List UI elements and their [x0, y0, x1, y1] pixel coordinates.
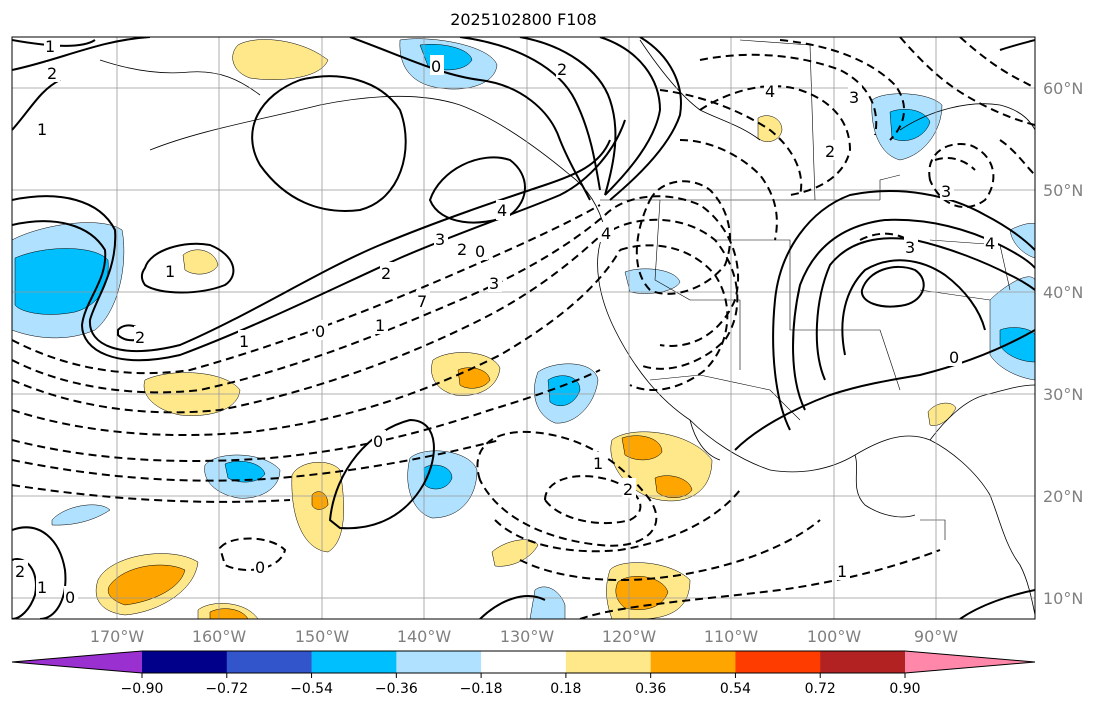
colorbar-label: 0.54 [720, 681, 751, 697]
contour-label: 0 [949, 348, 959, 367]
contour-label: 2 [825, 142, 835, 161]
contour-label: 1 [165, 262, 175, 281]
pos-region [209, 608, 249, 619]
colorbar: −0.90 −0.72 −0.54 −0.36 −0.18 0.18 0.36 0.54 0.7… [11, 650, 1036, 697]
longitude-labels: 170°W 160°W 150°W 140°W 130°W 120°W 110°… [90, 627, 958, 646]
contour-label: 1 [593, 454, 603, 473]
colorbar-label: 0.18 [550, 681, 581, 697]
contour-label: 0 [431, 57, 441, 76]
pos-region [654, 475, 693, 498]
pos-region [107, 564, 186, 606]
pos-region [182, 249, 219, 275]
neg-region [1009, 223, 1035, 259]
colorbar-extend-max [905, 651, 1035, 673]
neg-region [999, 327, 1035, 363]
contour-label: 2 [557, 60, 567, 79]
contour-label: 0 [315, 322, 325, 341]
colorbar-segment [650, 651, 736, 673]
contour-label: 2 [15, 562, 25, 581]
pos-region [491, 539, 539, 567]
lat-label: 30°N [1043, 385, 1083, 404]
contour-label: 1 [45, 37, 55, 56]
contour-label: 2 [623, 480, 633, 499]
contour-label: 4 [497, 201, 507, 220]
lon-label: 140°W [397, 627, 452, 646]
pos-region [621, 435, 663, 461]
neg-region [889, 109, 931, 141]
lat-label: 60°N [1043, 79, 1083, 98]
contour-label: 4 [985, 234, 995, 253]
neg-region [423, 464, 453, 490]
lon-label: 90°W [914, 627, 958, 646]
neg-region [547, 375, 581, 406]
contour-label: 0 [475, 242, 485, 261]
map-frame [11, 36, 1036, 620]
lon-label: 170°W [90, 627, 145, 646]
lat-label: 20°N [1043, 487, 1083, 506]
coastlines [99, 39, 1035, 616]
colorbar-label: −0.36 [375, 681, 418, 697]
contour-label: 1 [375, 316, 385, 335]
lon-label: 150°W [295, 627, 350, 646]
neg-region [624, 268, 681, 294]
contour-label: 4 [765, 82, 775, 101]
lat-label: 50°N [1043, 181, 1083, 200]
contour-label: 3 [849, 88, 859, 107]
lon-label: 100°W [807, 627, 862, 646]
pos-region [757, 115, 783, 142]
dashed-contours [12, 37, 1035, 619]
colorbar-label: −0.90 [121, 681, 164, 697]
map-title: 2025102800 F108 [450, 10, 597, 29]
neg-region [529, 586, 566, 619]
contour-label: 1 [37, 120, 47, 139]
pos-region [232, 39, 329, 80]
colorbar-segment [396, 651, 482, 673]
colorbar-extend-min [12, 651, 142, 673]
contour-label: 2 [457, 240, 467, 259]
lon-label: 130°W [500, 627, 555, 646]
colorbar-segment [820, 651, 906, 673]
pos-region [457, 367, 491, 389]
gridlines [12, 37, 1035, 619]
contour-label: 7 [417, 292, 427, 311]
contour-label: 0 [373, 432, 383, 451]
contour-label: 1 [837, 562, 847, 581]
lon-label: 120°W [602, 627, 657, 646]
contour-label: 1 [37, 578, 47, 597]
colorbar-segment [481, 651, 567, 673]
contour-label: 1 [239, 332, 249, 351]
lon-label: 160°W [192, 627, 247, 646]
colorbar-segment [226, 651, 313, 673]
colorbar-segment [311, 651, 397, 673]
colorbar-segment [142, 651, 228, 673]
colorbar-label: 0.36 [635, 681, 666, 697]
pos-region [927, 402, 957, 426]
map-panel: 1 2 1 0 4 3 2 0 1 2 4 3 1 0 [12, 37, 1035, 619]
contour-label: 0 [65, 588, 75, 607]
lon-label: 110°W [704, 627, 759, 646]
contour-label: 3 [435, 230, 445, 249]
contour-label: 2 [381, 264, 391, 283]
contour-label: 0 [255, 558, 265, 577]
contour-label: 3 [941, 182, 951, 201]
lat-label: 10°N [1043, 589, 1083, 608]
lat-label: 40°N [1043, 283, 1083, 302]
colorbar-segment [565, 651, 652, 673]
neg-region [51, 504, 111, 526]
contour-labels: 1 2 1 0 4 3 2 0 1 2 4 3 1 0 [14, 37, 998, 607]
anomaly-shading [12, 38, 1035, 619]
latitude-labels: 60°N 50°N 40°N 30°N 20°N 10°N [1043, 79, 1083, 608]
contour-label: 4 [601, 224, 611, 243]
contour-label: 3 [905, 238, 915, 257]
colorbar-segment [735, 651, 821, 673]
colorbar-label: −0.54 [290, 681, 333, 697]
contour-label: 2 [135, 328, 145, 347]
colorbar-label: 0.72 [805, 681, 836, 697]
colorbar-label: −0.18 [460, 681, 503, 697]
contour-label: 3 [489, 274, 499, 293]
colorbar-label: 0.90 [889, 681, 920, 697]
contour-label: 2 [47, 64, 57, 83]
colorbar-label: −0.72 [205, 681, 248, 697]
